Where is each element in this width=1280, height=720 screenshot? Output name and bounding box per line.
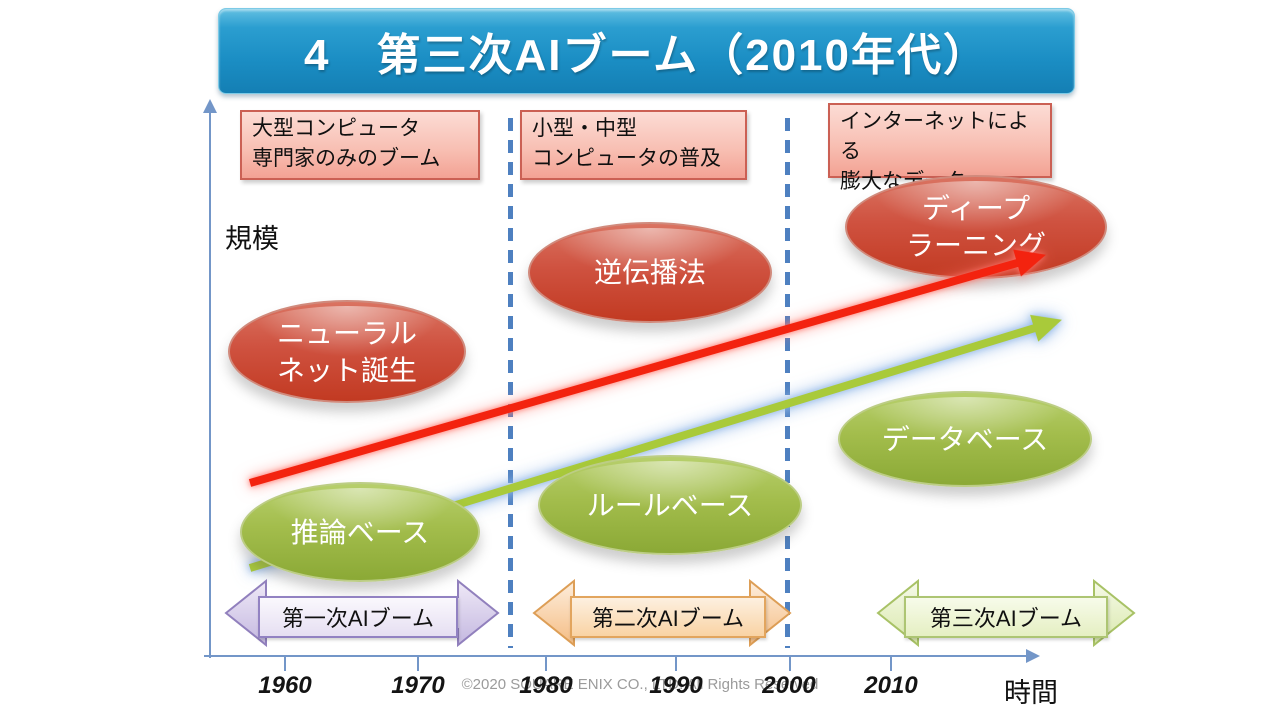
- bubble-text-line: ラーニング: [905, 230, 1046, 261]
- bubble-database: データベース: [838, 391, 1092, 487]
- era-note-line: 小型・中型: [532, 117, 637, 140]
- y-axis-label: 規模: [225, 224, 279, 254]
- title-banner: 4 第三次AIブーム（2010年代）: [218, 8, 1075, 94]
- era-note-line: 大型コンピュータ: [252, 117, 420, 140]
- x-axis-label: 時間: [1004, 678, 1058, 708]
- tick-1980: [545, 656, 547, 671]
- era-divider-2: [785, 118, 790, 648]
- bubble-text-line: データベース: [881, 423, 1049, 455]
- trend-arrow-green-head-icon: [1030, 306, 1066, 342]
- y-axis-arrowhead-icon: [203, 99, 217, 113]
- era-note-line: 専門家のみのブーム: [252, 147, 441, 170]
- bubble-neural-net: ニューラル ネット誕生: [228, 300, 466, 403]
- bubble-text-line: ルールベース: [586, 489, 754, 521]
- bubble-text-line: 推論ベース: [290, 516, 430, 548]
- year-label-1990: 1990: [649, 672, 703, 699]
- x-axis-line: [204, 655, 1028, 657]
- bubble-text-line: ネット誕生: [276, 354, 417, 386]
- tick-1990: [675, 656, 677, 671]
- era-note-line: コンピュータの普及: [532, 147, 721, 170]
- boom-label-second: 第二次AIブーム: [570, 596, 766, 638]
- year-label-1970: 1970: [391, 672, 445, 699]
- year-label-1980: 1980: [519, 672, 573, 699]
- bubble-inference-base: 推論ベース: [240, 482, 480, 582]
- tick-1970: [417, 656, 419, 671]
- boom-label-third: 第三次AIブーム: [904, 596, 1108, 638]
- era-note-internet: インターネットによる 膨大なデータ: [828, 103, 1052, 193]
- copyright-text: ©2020 SQUARE ENIX CO., LTD. All Rights R…: [461, 676, 819, 693]
- tick-2000: [789, 656, 791, 671]
- era-note-line: インターネットによる: [840, 110, 1029, 163]
- tick-2010: [890, 656, 892, 671]
- year-label-2000: 2000: [762, 672, 816, 699]
- bubble-deep-learning: ディープ ラーニング: [845, 175, 1107, 279]
- era-note-mainframe: 大型コンピュータ 専門家のみのブーム: [240, 110, 480, 180]
- year-label-1960: 1960: [258, 672, 312, 699]
- bubble-text-line: 逆伝播法: [593, 257, 706, 288]
- bubble-backpropagation: 逆伝播法: [528, 222, 772, 323]
- boom-label-first: 第一次AIブーム: [258, 596, 458, 638]
- x-axis-arrowhead-icon: [1026, 649, 1040, 663]
- year-label-2010: 2010: [864, 672, 918, 699]
- bubble-text-line: ニューラル: [276, 317, 417, 349]
- slide-title: 4 第三次AIブーム（2010年代）: [303, 31, 990, 80]
- y-axis-line: [209, 112, 211, 658]
- bubble-rule-base: ルールベース: [538, 455, 802, 555]
- era-note-minicomputer: 小型・中型 コンピュータの普及: [520, 110, 747, 180]
- era-divider-1: [508, 118, 513, 648]
- bubble-text-line: ディープ: [921, 193, 1031, 224]
- tick-1960: [284, 656, 286, 671]
